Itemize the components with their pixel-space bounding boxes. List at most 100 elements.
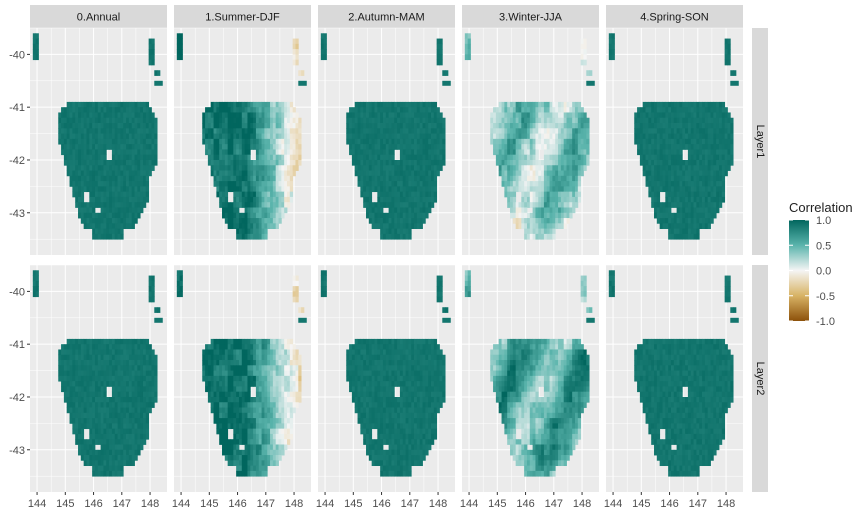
heatmap-cell [374, 112, 377, 118]
heatmap-cell [406, 229, 409, 235]
heatmap-cell [651, 134, 654, 140]
heatmap-cell [679, 229, 682, 235]
heatmap-cell [403, 207, 406, 213]
heatmap-cell [89, 397, 92, 403]
heatmap-cell [208, 149, 211, 155]
heatmap-cell [403, 123, 406, 129]
heatmap-cell [541, 192, 544, 198]
heatmap-cell [366, 186, 369, 192]
heatmap-cell [287, 192, 290, 198]
heatmap-cell [287, 386, 290, 392]
heatmap-cell [727, 112, 730, 118]
heatmap-cell [552, 149, 555, 155]
heatmap-cell [564, 181, 567, 187]
heatmap-cell [228, 118, 231, 124]
heatmap-cell [64, 392, 67, 398]
heatmap-cell [86, 165, 89, 171]
heatmap-cell [250, 181, 253, 187]
heatmap-cell [705, 181, 708, 187]
heatmap-cell [572, 102, 575, 108]
heatmap-cell [682, 192, 685, 198]
heatmap-cell [279, 218, 282, 224]
heatmap-cell [151, 165, 154, 171]
heatmap-cell [423, 181, 426, 187]
heatmap-cell [640, 139, 643, 145]
heatmap-cell [228, 349, 231, 355]
heatmap-cell [352, 160, 355, 166]
heatmap-cell [214, 176, 217, 182]
heatmap-cell [544, 102, 547, 108]
heatmap-cell [716, 207, 719, 213]
heatmap-cell [67, 107, 70, 113]
heatmap-cell [281, 344, 284, 350]
heatmap-cell [81, 186, 84, 192]
heatmap-cell [380, 149, 383, 155]
heatmap-cell [109, 418, 112, 424]
heatmap-cell [406, 123, 409, 129]
heatmap-cell [95, 144, 98, 150]
heatmap-cell [660, 118, 663, 124]
heatmap-cell [380, 107, 383, 113]
heatmap-cell [86, 144, 89, 150]
heatmap-cell [67, 402, 70, 408]
heatmap-cell [225, 155, 228, 161]
heatmap-cell [383, 202, 386, 208]
heatmap-cell [685, 202, 688, 208]
heatmap-cell [137, 349, 140, 355]
heatmap-cell [567, 123, 570, 129]
heatmap-cell [236, 213, 239, 219]
heatmap-cell [84, 176, 87, 182]
heatmap-cell [245, 360, 248, 366]
heatmap-cell [61, 107, 64, 113]
heatmap-cell [524, 160, 527, 166]
heatmap-cell [417, 181, 420, 187]
heatmap-cell [674, 102, 677, 108]
heatmap-cell [264, 392, 267, 398]
heatmap-cell [146, 112, 149, 118]
heatmap-cell [67, 123, 70, 129]
heatmap-cell [236, 218, 239, 224]
heatmap-cell [711, 186, 714, 192]
heatmap-cell [400, 229, 403, 235]
heatmap-cell [544, 171, 547, 177]
heatmap-cell [143, 139, 146, 145]
heatmap-cell [725, 44, 728, 50]
heatmap-cell [640, 134, 643, 140]
heatmap-cell [89, 360, 92, 366]
heatmap-cell [151, 355, 154, 361]
heatmap-cell [78, 349, 81, 355]
heatmap-cell [420, 165, 423, 171]
heatmap-cell [81, 171, 84, 177]
heatmap-cell [414, 202, 417, 208]
heatmap-cell [363, 102, 366, 108]
heatmap-cell [112, 197, 115, 203]
heatmap-cell [86, 181, 89, 187]
heatmap-cell [668, 128, 671, 134]
heatmap-cell [541, 229, 544, 235]
heatmap-cell [149, 107, 152, 113]
heatmap-cell [380, 128, 383, 134]
heatmap-cell [239, 139, 242, 145]
heatmap-cell [685, 139, 688, 145]
heatmap-cell [530, 128, 533, 134]
heatmap-cell [578, 102, 581, 108]
heatmap-cell [702, 155, 705, 161]
heatmap-cell [527, 218, 530, 224]
heatmap-cell [123, 455, 126, 461]
heatmap-cell [149, 355, 152, 361]
heatmap-cell [279, 107, 282, 113]
heatmap-cell [377, 181, 380, 187]
heatmap-cell [688, 186, 691, 192]
heatmap-cell [711, 139, 714, 145]
heatmap-cell [682, 218, 685, 224]
heatmap-cell [578, 123, 581, 129]
heatmap-cell [247, 128, 250, 134]
heatmap-cell [561, 165, 564, 171]
heatmap-cell [349, 149, 352, 155]
heatmap-cell [662, 134, 665, 140]
heatmap-cell [149, 360, 152, 366]
heatmap-cell [406, 213, 409, 219]
heatmap-cell [64, 360, 67, 366]
heatmap-cell [143, 192, 146, 198]
heatmap-cell [103, 418, 106, 424]
